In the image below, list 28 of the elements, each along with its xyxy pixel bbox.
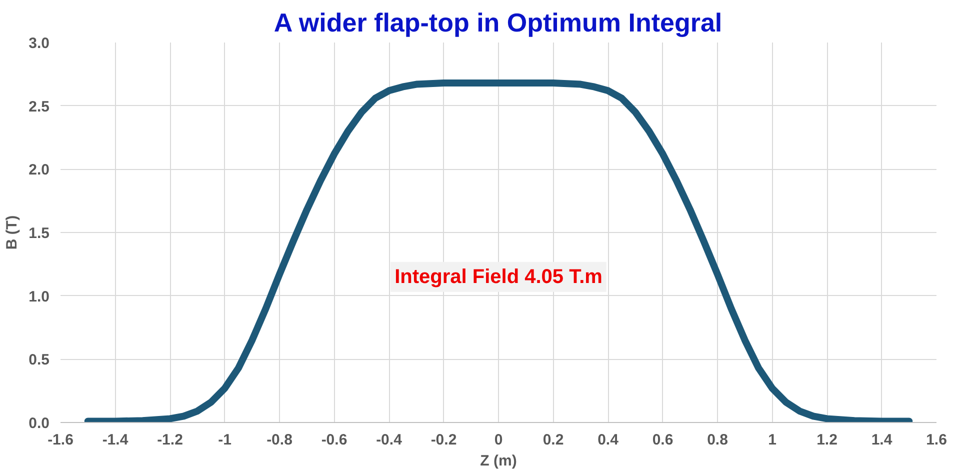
y-tick-label: 2.0 <box>28 162 50 179</box>
x-tick-label: -0.6 <box>321 432 348 448</box>
x-tick-label: -0.2 <box>430 432 457 448</box>
annotation: Integral Field 4.05 T.m <box>394 266 602 288</box>
x-tick-label: 0.2 <box>542 432 564 448</box>
x-tick-label: 1.6 <box>926 432 947 448</box>
x-tick-label: 0.6 <box>652 432 674 448</box>
x-tick-label: -1 <box>218 432 232 448</box>
x-tick-label: -0.4 <box>376 432 403 448</box>
y-tick-label: 0.0 <box>28 415 50 432</box>
y-tick-label: 2.5 <box>28 98 50 116</box>
y-tick-label: 3.0 <box>28 35 50 52</box>
x-tick-label: 0.8 <box>707 432 728 448</box>
y-tick-label: 1.5 <box>28 225 50 242</box>
x-axis-title: Z (m) <box>480 452 517 470</box>
chart-title: A wider flap-top in Optimum Integral <box>274 8 722 38</box>
y-axis-title: B (T) <box>4 215 21 250</box>
y-tick-label: 1.0 <box>28 288 50 306</box>
y-tick-label: 0.5 <box>28 352 50 369</box>
x-tick-label: -0.8 <box>266 432 292 448</box>
x-tick-label: -1.6 <box>48 432 74 448</box>
x-tick-label: 1.4 <box>871 432 893 448</box>
x-tick-label: -1.4 <box>102 432 129 448</box>
x-tick-label: -1.2 <box>157 432 183 448</box>
x-tick-label: 1.2 <box>816 432 838 448</box>
x-tick-label: 1 <box>768 432 776 448</box>
x-tick-label: 0.4 <box>598 432 620 448</box>
x-tick-label: 0 <box>494 432 503 448</box>
